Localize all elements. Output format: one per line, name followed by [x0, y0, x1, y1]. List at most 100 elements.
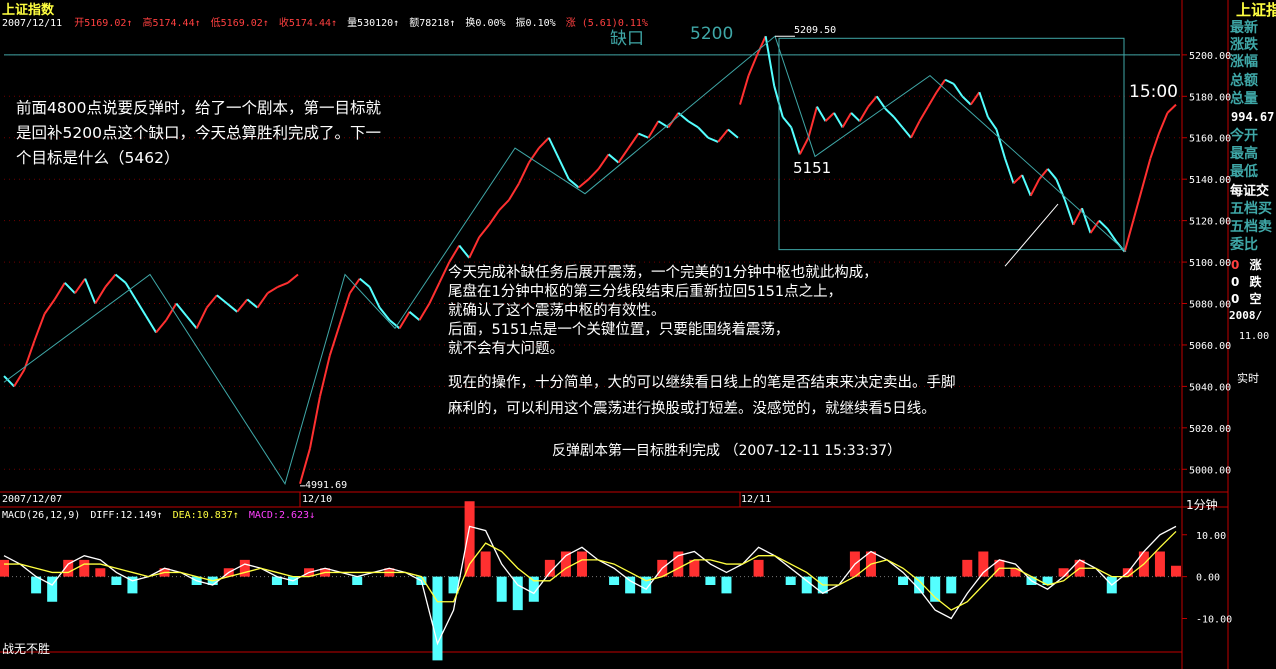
sidebar-label: 最高: [1230, 146, 1258, 162]
macd-label: MACD(26,12,9): [2, 510, 81, 521]
quote-date: 2007/12/11: [2, 18, 63, 29]
sidebar-tab[interactable]: 委比: [1230, 237, 1258, 253]
price-segment: [858, 106, 870, 122]
price-segment: [43, 298, 56, 315]
price-segment: [338, 292, 351, 325]
price-segment: [978, 91, 989, 118]
sidebar-tab[interactable]: 每证交: [1230, 184, 1270, 199]
price-segment: [798, 137, 810, 155]
commentary-line: 前面4800点说要反弹时，给了一个剧本，第一目标就: [16, 99, 381, 117]
price-segment: [1063, 199, 1075, 226]
sidebar-label: 今开: [1230, 128, 1258, 144]
price-segment: [216, 294, 228, 305]
price-segment: [308, 396, 321, 449]
price-segment: [918, 106, 929, 122]
price-segment: [64, 282, 76, 294]
date-label-1: 2007/12/07: [2, 494, 63, 505]
sidebar-label: 涨幅: [1230, 54, 1258, 70]
y-tick-label: 5120.00: [1189, 217, 1231, 228]
price-segment: [13, 369, 26, 387]
quote-amount: 额78218↑: [409, 18, 456, 29]
price-segment: [1157, 112, 1169, 134]
low-mark-label: 4991.69: [305, 480, 348, 491]
price-segment: [328, 323, 341, 356]
price-segment: [790, 127, 801, 155]
commentary-line: 是回补5200点这个缺口，今天总算胜利完成了。下一: [16, 124, 381, 142]
sidebar-label: 涨跌: [1230, 37, 1258, 53]
price-segment: [246, 298, 259, 309]
price-segment: [74, 278, 86, 294]
price-segment: [764, 36, 776, 87]
price-segment: [850, 112, 861, 122]
commentary-line: 现在的操作，十分简单，大的可以继续看日线上的笔是否结束来决定卖出。手脚: [448, 375, 956, 391]
app-title: 上证指数: [2, 3, 55, 18]
macd-series: [0, 501, 1181, 661]
y-tick-label: 5040.00: [1189, 382, 1231, 393]
price-segment: [145, 315, 157, 334]
sidebar-title[interactable]: 上证指: [1236, 1, 1276, 19]
price-segment: [478, 224, 490, 238]
price-segment: [875, 95, 887, 110]
price-segment: [568, 178, 580, 189]
price-segment: [756, 35, 767, 56]
macd-tick-label: 0.00: [1196, 573, 1220, 584]
dea-line: [4, 530, 1177, 611]
stat-count: 0: [1231, 292, 1240, 306]
quote-change: 涨 (5.61)0.11%: [565, 18, 648, 29]
price-segment: [587, 168, 600, 180]
price-segment: [458, 244, 471, 259]
price-segment: [498, 199, 510, 211]
price-segment: [607, 153, 620, 164]
macd-dea: DEA:10.837↑: [172, 510, 239, 521]
quote-open: 开5169.02↑: [74, 18, 133, 29]
price-segment: [104, 273, 117, 288]
commentary-line: 麻利的，可以利用这个震荡进行换股或打短差。没感觉的，就继续看5日线。: [448, 401, 936, 417]
price-segment: [833, 112, 844, 128]
price-segment: [287, 273, 299, 284]
price-segment: [94, 286, 107, 305]
y-tick-label: 5060.00: [1189, 341, 1231, 352]
price-segment: [841, 112, 852, 128]
stat-label: 涨: [1249, 258, 1262, 272]
y-tick-label: 5000.00: [1189, 465, 1231, 476]
price-segment: [1140, 158, 1152, 190]
price-segment: [267, 286, 279, 295]
price-segment: [84, 278, 97, 304]
stat-count: 0: [1231, 275, 1240, 289]
sidebar-tab[interactable]: 五档买: [1230, 201, 1272, 217]
macd-diff: DIFF:12.149↑: [90, 510, 163, 521]
price-segment: [1004, 158, 1015, 184]
y-tick-label: 5020.00: [1189, 424, 1231, 435]
quote-amplitude: 振0.10%: [515, 18, 556, 29]
commentary-line: 今天完成补缺任务后展开震荡，一个完美的1分钟中枢也就此构成，: [448, 265, 878, 281]
price-segment: [398, 311, 411, 329]
commentary-line: 尾盘在1分钟中枢的第三分线段结束后重新拉回5151点之上，: [448, 284, 843, 300]
price-segment: [627, 133, 640, 149]
y-tick-label: 5080.00: [1189, 300, 1231, 311]
price-segment: [1106, 228, 1117, 242]
close-time-label: 15:00: [1129, 82, 1178, 102]
quote-volume: 量530120↑: [347, 18, 400, 29]
price-segment: [114, 273, 127, 284]
price-segment: [428, 282, 441, 304]
price-segment: [747, 54, 759, 76]
sidebar-mode[interactable]: 实时: [1237, 372, 1259, 385]
commentary-line: 就确认了这个震荡中枢的有效性。: [448, 303, 666, 319]
price-segment: [1055, 178, 1066, 201]
period-tab[interactable]: 1分钟: [1186, 498, 1218, 512]
price-segment: [538, 137, 550, 149]
macd-header: MACD(26,12,9) DIFF:12.149↑ DEA:10.837↑ M…: [2, 510, 315, 521]
quote-close: 收5174.44↑: [278, 18, 338, 29]
price-segment: [807, 106, 818, 139]
price-segment: [1046, 168, 1058, 180]
price-segment: [205, 294, 218, 309]
price-segment: [952, 83, 964, 97]
price-segment: [677, 112, 689, 122]
price-segment: [165, 302, 178, 321]
date-label-3: 12/11: [741, 494, 772, 505]
quote-bar: 2007/12/11 开5169.02↑ 高5174.44↑ 低5169.02↑…: [2, 14, 648, 29]
price-segment: [134, 298, 147, 317]
sidebar-tab[interactable]: 五档卖: [1230, 219, 1272, 235]
price-segment: [647, 120, 660, 139]
price-segment: [1089, 220, 1100, 234]
